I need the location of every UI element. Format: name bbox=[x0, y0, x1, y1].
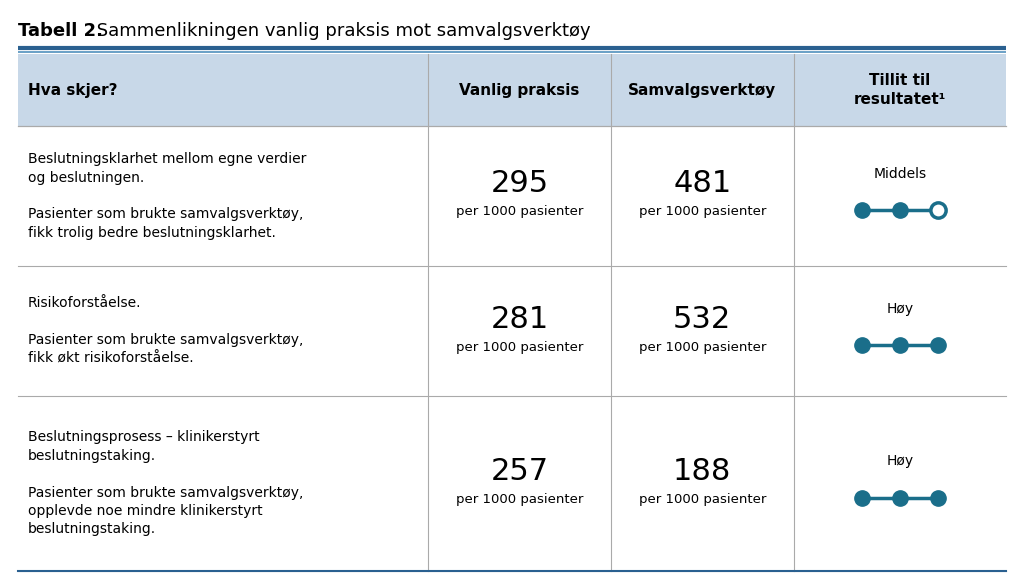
Text: 532: 532 bbox=[673, 305, 731, 333]
Text: per 1000 pasienter: per 1000 pasienter bbox=[639, 340, 766, 353]
Text: Tabell 2.: Tabell 2. bbox=[18, 22, 103, 40]
Text: 257: 257 bbox=[490, 457, 549, 486]
Text: 281: 281 bbox=[490, 305, 549, 333]
Text: per 1000 pasienter: per 1000 pasienter bbox=[456, 205, 583, 218]
Text: per 1000 pasienter: per 1000 pasienter bbox=[456, 493, 583, 506]
Text: Middels: Middels bbox=[873, 167, 927, 181]
Text: Høy: Høy bbox=[886, 302, 913, 316]
Text: 481: 481 bbox=[673, 170, 731, 198]
Text: Beslutningsklarhet mellom egne verdier
og beslutningen.

Pasienter som brukte sa: Beslutningsklarhet mellom egne verdier o… bbox=[28, 152, 306, 240]
Text: Samvalgsverktøy: Samvalgsverktøy bbox=[628, 83, 776, 97]
Text: per 1000 pasienter: per 1000 pasienter bbox=[639, 205, 766, 218]
Bar bbox=[18, 54, 1006, 126]
Text: per 1000 pasienter: per 1000 pasienter bbox=[456, 340, 583, 353]
Text: Vanlig praksis: Vanlig praksis bbox=[459, 83, 580, 97]
Text: 188: 188 bbox=[673, 457, 731, 486]
Text: 295: 295 bbox=[490, 170, 549, 198]
Text: per 1000 pasienter: per 1000 pasienter bbox=[639, 493, 766, 506]
Text: Beslutningsprosess – klinikerstyrt
beslutningstaking.

Pasienter som brukte samv: Beslutningsprosess – klinikerstyrt beslu… bbox=[28, 430, 303, 537]
Text: Sammenlikningen vanlig praksis mot samvalgsverktøy: Sammenlikningen vanlig praksis mot samva… bbox=[91, 22, 591, 40]
Text: Hva skjer?: Hva skjer? bbox=[28, 83, 118, 97]
Text: Høy: Høy bbox=[886, 454, 913, 468]
Text: Risikoforståelse.

Pasienter som brukte samvalgsverktøy,
fikk økt risikoforståel: Risikoforståelse. Pasienter som brukte s… bbox=[28, 296, 303, 366]
Text: Tillit til
resultatet¹: Tillit til resultatet¹ bbox=[854, 73, 946, 107]
